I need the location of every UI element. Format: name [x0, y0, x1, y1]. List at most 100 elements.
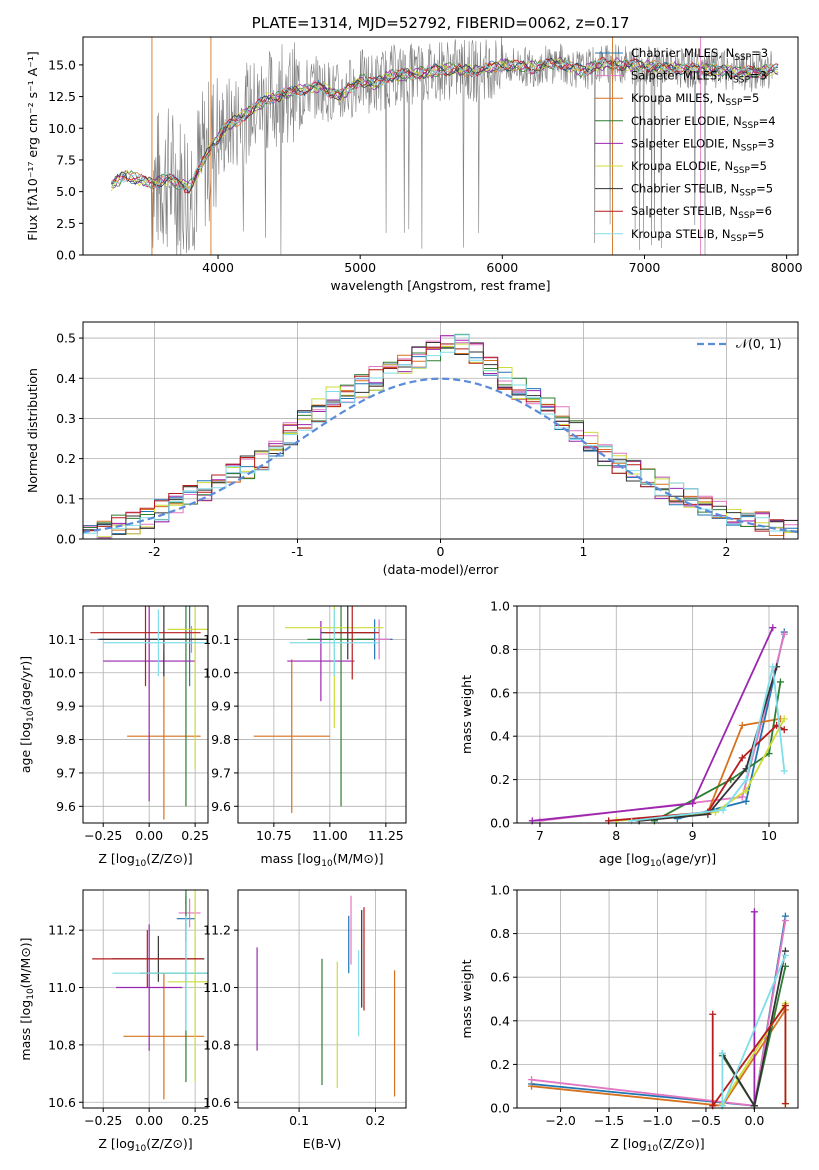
x-tick-label: −0.5 — [691, 1113, 721, 1128]
mass-weight-marker — [738, 721, 746, 729]
mass-weight-marker — [709, 1010, 717, 1018]
mass-weight-marker — [742, 776, 750, 784]
y-tick-label: 0.8 — [490, 642, 510, 657]
legend-entry: Chabrier ELODIE, NSSP=4 — [631, 114, 776, 131]
mass-weight-marker — [750, 908, 758, 916]
y-tick-label: 9.8 — [211, 732, 231, 747]
legend-entry: Chabrier MILES, NSSP=3 — [631, 46, 768, 63]
y-tick-label: 0.0 — [490, 1101, 510, 1116]
y-tick-label: 10.1 — [48, 632, 76, 647]
axes-frame — [82, 889, 209, 1109]
y-tick-label: 10.8 — [203, 1037, 231, 1052]
x-tick-label: 0 — [437, 544, 445, 559]
y-tick-label: 0.2 — [56, 451, 76, 466]
mass-weight-marker — [528, 1082, 536, 1090]
x-tick-label: -1 — [291, 544, 303, 559]
mass-weight-line — [677, 631, 786, 820]
legend-entry: Salpeter MILES, NSSP=3 — [631, 69, 767, 86]
x-tick-label: 0.00 — [135, 828, 163, 843]
age-Z-panel: −0.25 0.00 0.25 9.6 9.7 9.8 9.9 10.0 10.1 Z [log1… — [18, 605, 209, 869]
x-tick-label: 11.25 — [368, 828, 404, 843]
y-tick-label: 0.4 — [490, 1013, 510, 1028]
mass-weight-marker — [719, 806, 727, 814]
mass-weight-marker — [781, 951, 789, 959]
mass-weight-marker — [769, 624, 777, 632]
mass-weight-marker — [712, 808, 720, 816]
y-tick-label: 0.3 — [56, 411, 76, 426]
x-axis-label: Z [log10(Z/Z⊙)] — [610, 1136, 704, 1154]
y-axis-label: Normed distribution — [25, 368, 40, 493]
x-axis-label: E(B-V) — [303, 1136, 342, 1151]
mass-weight-marker — [769, 663, 777, 671]
y-tick-label: 10.0 — [203, 665, 231, 680]
legend-entry: Salpeter ELODIE, NSSP=3 — [631, 136, 774, 153]
mass-weight-marker — [780, 630, 788, 638]
x-tick-label: 0.25 — [181, 828, 209, 843]
y-tick-label: 10.6 — [203, 1095, 231, 1110]
y-tick-label: 9.9 — [56, 699, 76, 714]
y-tick-label: 1.0 — [490, 883, 510, 898]
x-tick-label: 4000 — [202, 260, 234, 275]
model-series — [111, 56, 779, 194]
mass-weight-marker — [780, 767, 788, 775]
x-tick-label: 0.00 — [135, 1113, 163, 1128]
axes-frame — [516, 605, 799, 824]
y-tick-label: 0.6 — [490, 685, 510, 700]
x-tick-label: -2 — [148, 544, 160, 559]
x-tick-label: −1.0 — [642, 1113, 672, 1128]
x-tick-label: 7 — [536, 828, 544, 843]
mass-weight-marker — [528, 1076, 536, 1084]
y-tick-label: 11.2 — [203, 923, 231, 938]
x-tick-label: 10.75 — [256, 828, 292, 843]
x-tick-label: 7000 — [629, 260, 661, 275]
x-tick-label: −0.25 — [84, 1113, 122, 1128]
y-tick-label: 10.6 — [48, 1095, 76, 1110]
y-tick-label: 11.0 — [48, 980, 76, 995]
mass-weight-line — [711, 1002, 787, 1108]
y-tick-label: 0.2 — [490, 772, 510, 787]
x-axis-label: mass [log10(M/M⊙)] — [260, 851, 383, 869]
y-tick-label: 0.4 — [56, 371, 76, 386]
y-tick-label: 5.0 — [56, 184, 76, 199]
y-tick-label: 11.0 — [203, 980, 231, 995]
legend-entry: 𝒩(0, 1) — [736, 336, 782, 351]
y-axis-label: mass [log10(M/M⊙)] — [18, 937, 36, 1060]
x-axis-label: wavelength [Angstrom, rest frame] — [330, 278, 550, 293]
x-tick-label: 5000 — [344, 260, 376, 275]
residuals-panel: -2 -1 0 1 2 0.0 0.1 0.2 0.3 0.4 0.5 (data-model)/er… — [25, 321, 799, 577]
mass-weight-marker — [781, 1002, 789, 1010]
axes-frame — [82, 605, 209, 824]
mass-weight-line — [531, 920, 787, 1107]
y-tick-label: 15.0 — [48, 57, 76, 72]
mass-weight-marker — [780, 715, 788, 723]
y-tick-label: 11.2 — [48, 923, 76, 938]
mass-weight-marker — [780, 726, 788, 734]
legend-entry: Kroupa ELODIE, NSSP=5 — [631, 159, 767, 176]
x-tick-label: −0.25 — [84, 828, 122, 843]
mass-weight-marker — [718, 1050, 726, 1057]
mass-weight-marker — [781, 1100, 789, 1108]
y-tick-label: 9.6 — [56, 799, 76, 814]
mass-weight-marker — [776, 678, 784, 686]
gaussian-curve — [82, 377, 799, 534]
y-tick-label: 9.7 — [211, 765, 231, 780]
x-tick-label: 0.0 — [744, 1113, 764, 1128]
y-tick-label: 0.4 — [490, 729, 510, 744]
y-axis-label: mass weight — [459, 959, 474, 1038]
legend-entry: Chabrier STELIB, NSSP=5 — [631, 182, 773, 199]
spectrum-panel: 4000 5000 6000 7000 8000 0.0 2.5 5.0 7.5 10.0 12.5… — [25, 14, 803, 293]
x-axis-label: (data-model)/error — [383, 562, 500, 577]
observed-spectrum — [150, 37, 773, 255]
y-tick-label: 0.5 — [56, 331, 76, 346]
mass-EBV-panel: 0.1 0.2 10.6 10.8 11.0 11.2 E(B-V) — [203, 889, 407, 1151]
mass-Z-panel: −0.25 0.00 0.25 10.6 10.8 11.0 11.2 Z [log10(Z/… — [18, 889, 209, 1154]
model-series — [111, 57, 779, 192]
x-tick-label: 2 — [723, 544, 731, 559]
mass-weight-line — [631, 666, 786, 822]
y-axis-label: Flux [fλ10⁻¹⁷ erg cm⁻² s⁻¹ A⁻¹] — [25, 51, 40, 240]
x-axis-label: Z [log10(Z/Z⊙)] — [98, 1136, 192, 1154]
residual-histogram — [83, 334, 798, 539]
massweight-Z-panel: −2.0 −1.5 −1.0 −0.5 0.0 0.0 0.2 0.4 0.6 0.8 1.0 Z [… — [459, 883, 799, 1154]
x-tick-label: 6000 — [486, 260, 518, 275]
